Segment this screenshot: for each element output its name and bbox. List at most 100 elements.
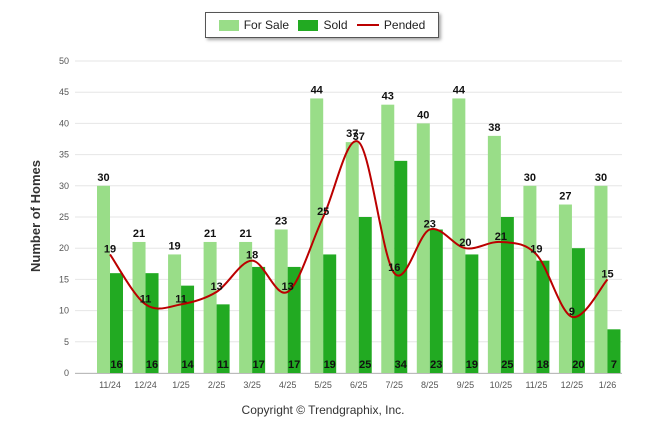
label-sold-1/25: 14 xyxy=(181,359,194,371)
label-for-sale-11/25: 30 xyxy=(524,172,536,184)
legend-item-for-sale[interactable]: For Sale xyxy=(218,18,290,32)
bar-sold-1/25 xyxy=(181,285,195,373)
bar-for-sale-10/25 xyxy=(487,135,501,373)
label-pended-3/25: 18 xyxy=(246,250,258,262)
bar-sold-11/25 xyxy=(536,260,550,373)
x-tick-label-8/25: 8/25 xyxy=(421,380,439,390)
axes: 0 5 10 15 20 25 30 35 40 45 50 11/24 12/24 1/25 2/25 3/… xyxy=(59,56,622,390)
label-sold-5/25: 19 xyxy=(324,359,336,371)
x-tick-label-5/25: 5/25 xyxy=(314,380,332,390)
label-for-sale-3/25: 21 xyxy=(240,228,252,240)
label-for-sale-6/25: 37 xyxy=(346,128,358,140)
bar-sold-12/25 xyxy=(571,248,585,373)
x-tick-label-11/24: 11/24 xyxy=(99,380,121,390)
label-for-sale-1/26: 30 xyxy=(595,172,607,184)
bar-for-sale-4/25 xyxy=(274,229,288,373)
bar-sold-4/25 xyxy=(287,266,301,373)
pended-swatch xyxy=(356,24,379,26)
label-for-sale-12/24: 21 xyxy=(133,228,145,240)
label-for-sale-7/25: 43 xyxy=(382,91,394,103)
x-tick-label-10/25: 10/25 xyxy=(490,380,513,390)
bar-for-sale-9/25 xyxy=(452,98,466,373)
label-pended-12/25: 9 xyxy=(569,306,575,318)
label-for-sale-4/25: 23 xyxy=(275,215,287,227)
bar-for-sale-2/25 xyxy=(203,241,217,373)
label-pended-4/25: 13 xyxy=(282,281,294,293)
x-tick-label-1/26: 1/26 xyxy=(599,380,617,390)
bar-for-sale-1/26 xyxy=(594,185,608,373)
bar-for-sale-12/24 xyxy=(132,241,146,373)
bar-sold-6/25 xyxy=(358,217,372,373)
label-pended-5/25: 25 xyxy=(317,206,329,218)
legend: For Sale Sold Pended xyxy=(205,12,439,38)
bar-sold-8/25 xyxy=(429,229,443,373)
data-labels: 30 16 21 16 19 14 21 11 21 17 23 17 44 19 37 25 43 34 40 23… xyxy=(97,84,617,371)
x-tick-label-1/25: 1/25 xyxy=(172,380,190,390)
bar-for-sale-11/25 xyxy=(523,185,537,373)
label-sold-4/25: 17 xyxy=(288,359,300,371)
bar-sold-3/25 xyxy=(252,266,266,373)
bar-sold-5/25 xyxy=(323,254,337,373)
label-sold-10/25: 25 xyxy=(501,359,513,371)
x-tick-label-12/25: 12/25 xyxy=(561,380,584,390)
label-for-sale-11/24: 30 xyxy=(97,172,109,184)
bars xyxy=(97,98,621,374)
label-sold-9/25: 19 xyxy=(466,359,478,371)
label-sold-12/25: 20 xyxy=(572,359,584,371)
bar-for-sale-11/24 xyxy=(97,185,110,373)
label-pended-12/24: 11 xyxy=(140,293,152,305)
label-for-sale-2/25: 21 xyxy=(204,228,216,240)
label-sold-7/25: 34 xyxy=(395,359,408,371)
y-tick-label-45: 45 xyxy=(59,87,69,97)
bar-for-sale-5/25 xyxy=(310,98,324,373)
label-pended-2/25: 13 xyxy=(210,281,222,293)
label-sold-6/25: 25 xyxy=(359,359,371,371)
y-tick-label-20: 20 xyxy=(59,243,69,253)
y-tick-label-30: 30 xyxy=(59,181,69,191)
legend-label-sold: Sold xyxy=(323,18,348,32)
bar-sold-12/24 xyxy=(145,273,159,373)
label-for-sale-1/25: 19 xyxy=(168,240,180,252)
bar-sold-10/25 xyxy=(500,217,514,373)
sold-swatch xyxy=(298,19,319,31)
y-tick-label-15: 15 xyxy=(59,274,69,284)
label-sold-2/25: 11 xyxy=(217,359,229,371)
y-tick-label-10: 10 xyxy=(59,306,69,316)
x-tick-label-7/25: 7/25 xyxy=(386,380,404,390)
label-pended-11/24: 19 xyxy=(104,243,116,255)
label-sold-12/24: 16 xyxy=(146,359,158,371)
legend-item-sold[interactable]: Sold xyxy=(298,18,348,32)
x-tick-label-12/24: 12/24 xyxy=(134,380,157,390)
x-tick-label-9/25: 9/25 xyxy=(457,380,475,390)
label-for-sale-8/25: 40 xyxy=(417,109,429,121)
legend-item-pended[interactable]: Pended xyxy=(356,18,426,32)
label-sold-11/24: 16 xyxy=(110,359,122,371)
label-for-sale-12/25: 27 xyxy=(559,191,571,203)
label-sold-3/25: 17 xyxy=(253,359,265,371)
for-sale-swatch xyxy=(218,19,239,31)
copyright-text: Copyright © Trendgraphix, Inc. xyxy=(241,403,405,417)
label-pended-1/25: 11 xyxy=(175,293,187,305)
x-tick-label-6/25: 6/25 xyxy=(350,380,368,390)
bar-sold-11/24 xyxy=(110,273,123,373)
label-for-sale-5/25: 44 xyxy=(311,84,324,96)
label-pended-6/25: 37 xyxy=(353,131,365,143)
y-tick-label-5: 5 xyxy=(64,337,69,347)
legend-label-for-sale: For Sale xyxy=(243,18,290,32)
x-tick-label-11/25: 11/25 xyxy=(525,380,547,390)
bar-sold-1/26 xyxy=(607,329,621,373)
label-for-sale-10/25: 38 xyxy=(488,122,500,134)
label-sold-11/25: 18 xyxy=(537,359,549,371)
label-for-sale-9/25: 44 xyxy=(453,84,466,96)
y-axis-label: Number of Homes xyxy=(28,160,43,272)
label-pended-8/25: 23 xyxy=(424,218,436,230)
y-tick-label-40: 40 xyxy=(59,118,69,128)
y-tick-label-50: 50 xyxy=(59,56,69,66)
label-sold-1/26: 7 xyxy=(611,359,617,371)
x-tick-label-4/25: 4/25 xyxy=(279,380,297,390)
bar-for-sale-8/25 xyxy=(416,123,430,374)
y-tick-label-0: 0 xyxy=(64,368,69,378)
legend-label-pended: Pended xyxy=(383,18,426,32)
bar-for-sale-6/25 xyxy=(345,142,359,373)
x-tick-label-2/25: 2/25 xyxy=(208,380,226,390)
